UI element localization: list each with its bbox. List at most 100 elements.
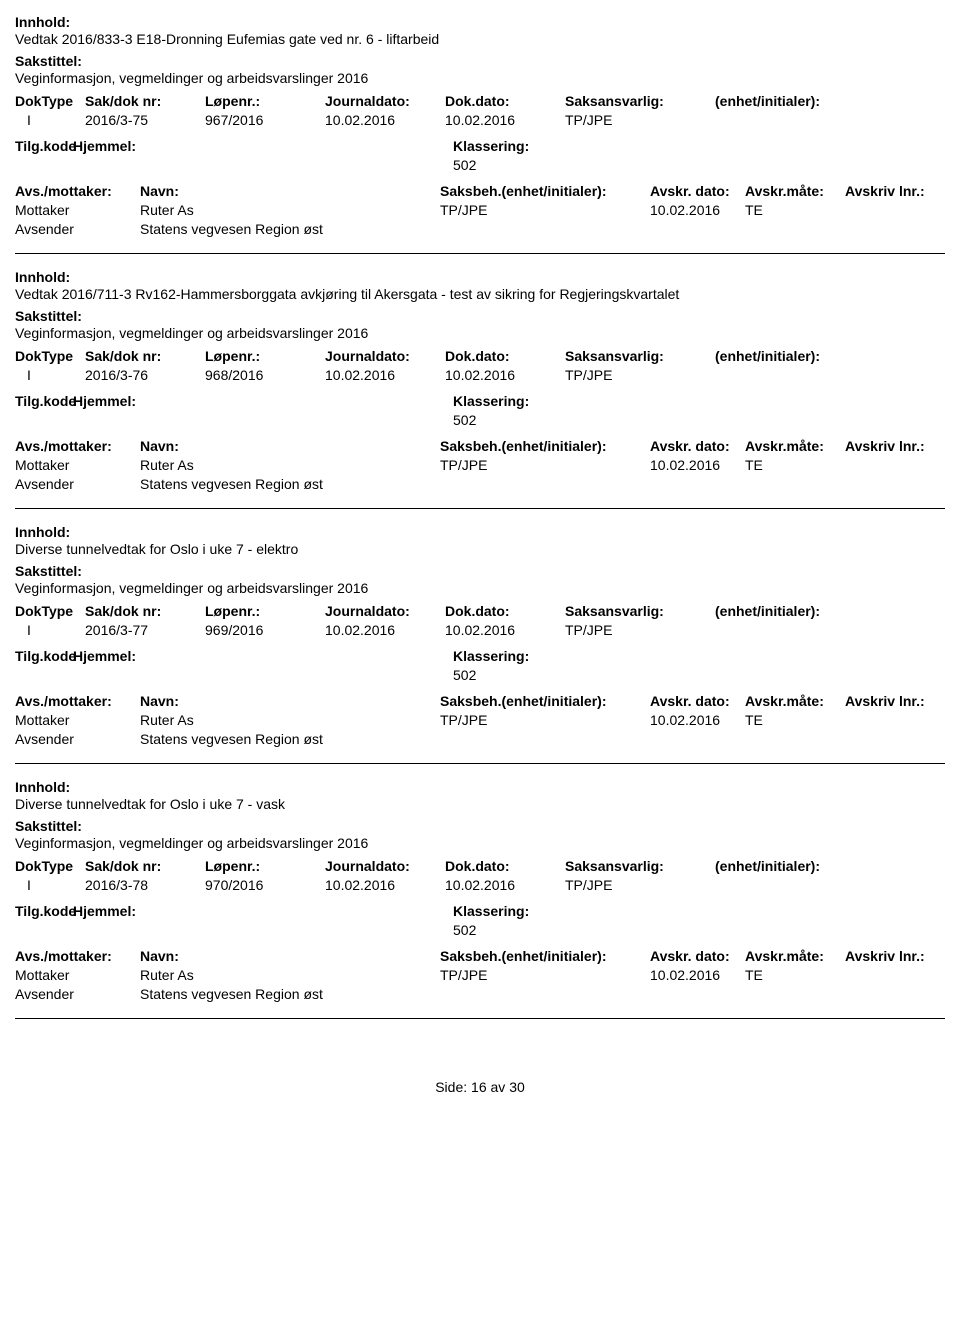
hjemmel-value [73,411,453,429]
lopenr-value: 967/2016 [205,111,325,129]
sakdok-value: 2016/3-77 [85,621,205,639]
saksbeh-value: TP/JPE [440,711,650,729]
avsender-label: Avsender [15,985,140,1003]
side-av: av [491,1079,506,1095]
enhet-label: (enhet/initialer): [715,602,865,620]
sakstittel-value: Veginformasjon, vegmeldinger og arbeidsv… [15,325,945,341]
meta-value-row: I 2016/3-76 968/2016 10.02.2016 10.02.20… [15,366,945,384]
saksansv-label: Saksansvarlig: [565,347,715,365]
saksbeh-value: TP/JPE [440,201,650,219]
sakstittel-label: Sakstittel: [15,53,945,69]
mottaker-label: Mottaker [15,456,140,474]
journal-label: Journaldato: [325,857,445,875]
sakstittel-value: Veginformasjon, vegmeldinger og arbeidsv… [15,580,945,596]
sakstittel-value: Veginformasjon, vegmeldinger og arbeidsv… [15,70,945,86]
avskrlnr-value [845,456,945,474]
avskrmaate-value: TE [745,201,845,219]
dokdato-label: Dok.dato: [445,347,565,365]
navn-label: Navn: [140,182,440,200]
journal-value: 10.02.2016 [325,876,445,894]
saksbeh-label: Saksbeh.(enhet/initialer): [440,947,650,965]
enhet-label: (enhet/initialer): [715,347,865,365]
sakstittel-value: Veginformasjon, vegmeldinger og arbeidsv… [15,835,945,851]
enhet-value [715,876,865,894]
tilgkode-value [15,921,73,939]
saksbeh-value: TP/JPE [440,456,650,474]
avsender-navn: Statens vegvesen Region øst [140,475,440,493]
avskrdato-value: 10.02.2016 [650,966,745,984]
doktype-label: DokType [15,857,85,875]
record-separator [15,253,945,254]
journal-value: 10.02.2016 [325,366,445,384]
avskrdato-label: Avskr. dato: [650,182,745,200]
party-header-row: Avs./mottaker: Navn: Saksbeh.(enhet/init… [15,182,945,200]
side-label: Side: [435,1079,467,1095]
klassering-value: 502 [453,411,813,429]
sakstittel-label: Sakstittel: [15,308,945,324]
saksbeh-label: Saksbeh.(enhet/initialer): [440,437,650,455]
doktype-label: DokType [15,347,85,365]
lopenr-value: 970/2016 [205,876,325,894]
enhet-value [715,621,865,639]
tilgkode-value [15,156,73,174]
avsender-navn: Statens vegvesen Region øst [140,220,440,238]
party-header-row: Avs./mottaker: Navn: Saksbeh.(enhet/init… [15,692,945,710]
hjemmel-value [73,156,453,174]
avskrlnr-value [845,201,945,219]
sakdok-value: 2016/3-78 [85,876,205,894]
journal-label: Journaldato: [325,347,445,365]
hjemmel-label: Hjemmel: [73,137,453,155]
innhold-label: Innhold: [15,779,945,795]
avskrdato-label: Avskr. dato: [650,692,745,710]
avsmot-label: Avs./mottaker: [15,437,140,455]
lopenr-value: 969/2016 [205,621,325,639]
avsender-navn: Statens vegvesen Region øst [140,730,440,748]
saksansv-value: TP/JPE [565,366,715,384]
meta-header-row: DokType Sak/dok nr: Løpenr.: Journaldato… [15,602,945,620]
dokdato-value: 10.02.2016 [445,876,565,894]
avsender-row: Avsender Statens vegvesen Region øst [15,220,945,238]
innhold-label: Innhold: [15,269,945,285]
journal-label: Journaldato: [325,602,445,620]
saksbeh-label: Saksbeh.(enhet/initialer): [440,692,650,710]
tilgkode-label: Tilg.kode [15,137,73,155]
avsmot-label: Avs./mottaker: [15,692,140,710]
avsender-label: Avsender [15,475,140,493]
klassering-label: Klassering: [453,647,813,665]
mottaker-navn: Ruter As [140,966,440,984]
innhold-label: Innhold: [15,524,945,540]
enhet-label: (enhet/initialer): [715,857,865,875]
meta-header-row: DokType Sak/dok nr: Løpenr.: Journaldato… [15,857,945,875]
journal-record: Innhold: Vedtak 2016/833-3 E18-Dronning … [15,14,945,238]
tilgkode-label: Tilg.kode [15,647,73,665]
tilg-row: Tilg.kode Hjemmel: Klassering: [15,647,945,665]
klassering-label: Klassering: [453,137,813,155]
innhold-value: Vedtak 2016/833-3 E18-Dronning Eufemias … [15,31,945,47]
lopenr-label: Løpenr.: [205,92,325,110]
avskrmaate-label: Avskr.måte: [745,437,845,455]
sakstittel-label: Sakstittel: [15,563,945,579]
saksansv-label: Saksansvarlig: [565,92,715,110]
doktype-label: DokType [15,602,85,620]
lopenr-label: Løpenr.: [205,602,325,620]
dokdato-label: Dok.dato: [445,602,565,620]
tilg-row: Tilg.kode Hjemmel: Klassering: [15,902,945,920]
sakdok-label: Sak/dok nr: [85,347,205,365]
lopenr-label: Løpenr.: [205,857,325,875]
klassering-value: 502 [453,921,813,939]
mottaker-navn: Ruter As [140,456,440,474]
side-total: 30 [509,1079,525,1095]
meta-header-row: DokType Sak/dok nr: Løpenr.: Journaldato… [15,92,945,110]
klassering-value: 502 [453,666,813,684]
tilgkode-label: Tilg.kode [15,902,73,920]
saksansv-value: TP/JPE [565,876,715,894]
avskrdato-label: Avskr. dato: [650,947,745,965]
page-footer: Side: 16 av 30 [15,1079,945,1095]
side-current: 16 [471,1079,487,1095]
mottaker-navn: Ruter As [140,201,440,219]
sakdok-label: Sak/dok nr: [85,602,205,620]
hjemmel-value [73,921,453,939]
tilgkode-value [15,411,73,429]
record-separator [15,508,945,509]
enhet-label: (enhet/initialer): [715,92,865,110]
